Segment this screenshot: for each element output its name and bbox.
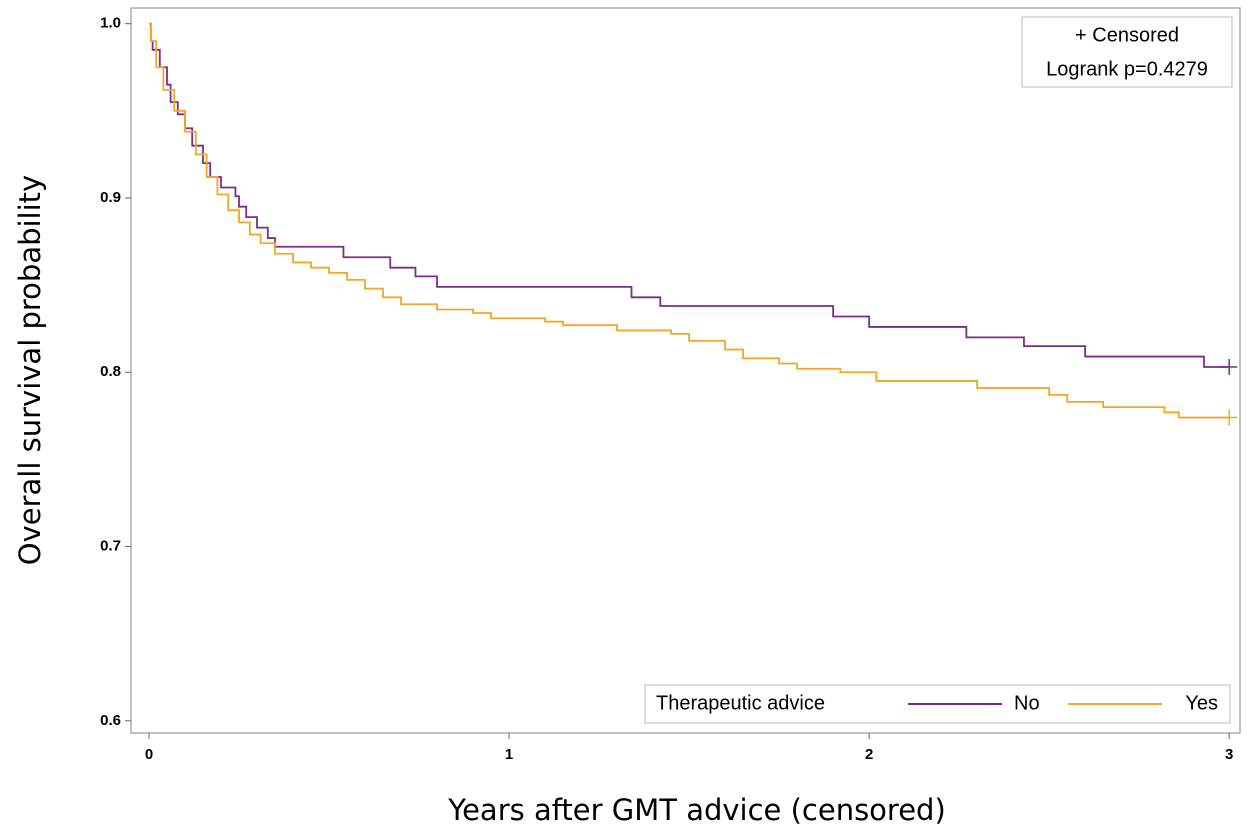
y-tick-label: 0.7: [100, 537, 121, 554]
x-tick-label: 1: [505, 746, 513, 763]
plot-frame: [130, 7, 1241, 734]
legend-label: Yes: [1185, 692, 1218, 714]
y-tick-label: 1.0: [100, 15, 121, 32]
inset-text: + Censored: [1075, 24, 1179, 46]
survival-curve: [149, 22, 1230, 368]
x-tick-label: 3: [1225, 746, 1233, 763]
censor-mark: [1221, 359, 1238, 376]
x-tick-label: 0: [145, 746, 153, 763]
x-tick-label: 2: [865, 746, 873, 763]
y-tick-label: 0.8: [100, 363, 121, 380]
y-tick-label: 0.6: [100, 712, 121, 729]
y-tick-label: 0.9: [100, 189, 121, 206]
x-axis-title: Years after GMT advice (censored): [447, 793, 946, 827]
inset-box: [1021, 16, 1233, 88]
inset-text: Logrank p=0.4279: [1046, 58, 1208, 80]
censor-mark: [1221, 409, 1238, 426]
legend-title: Therapeutic advice: [656, 692, 825, 714]
legend-label: No: [1014, 692, 1040, 714]
y-axis-title: Overall survival probability: [13, 175, 47, 565]
survival-curve: [149, 22, 1230, 419]
